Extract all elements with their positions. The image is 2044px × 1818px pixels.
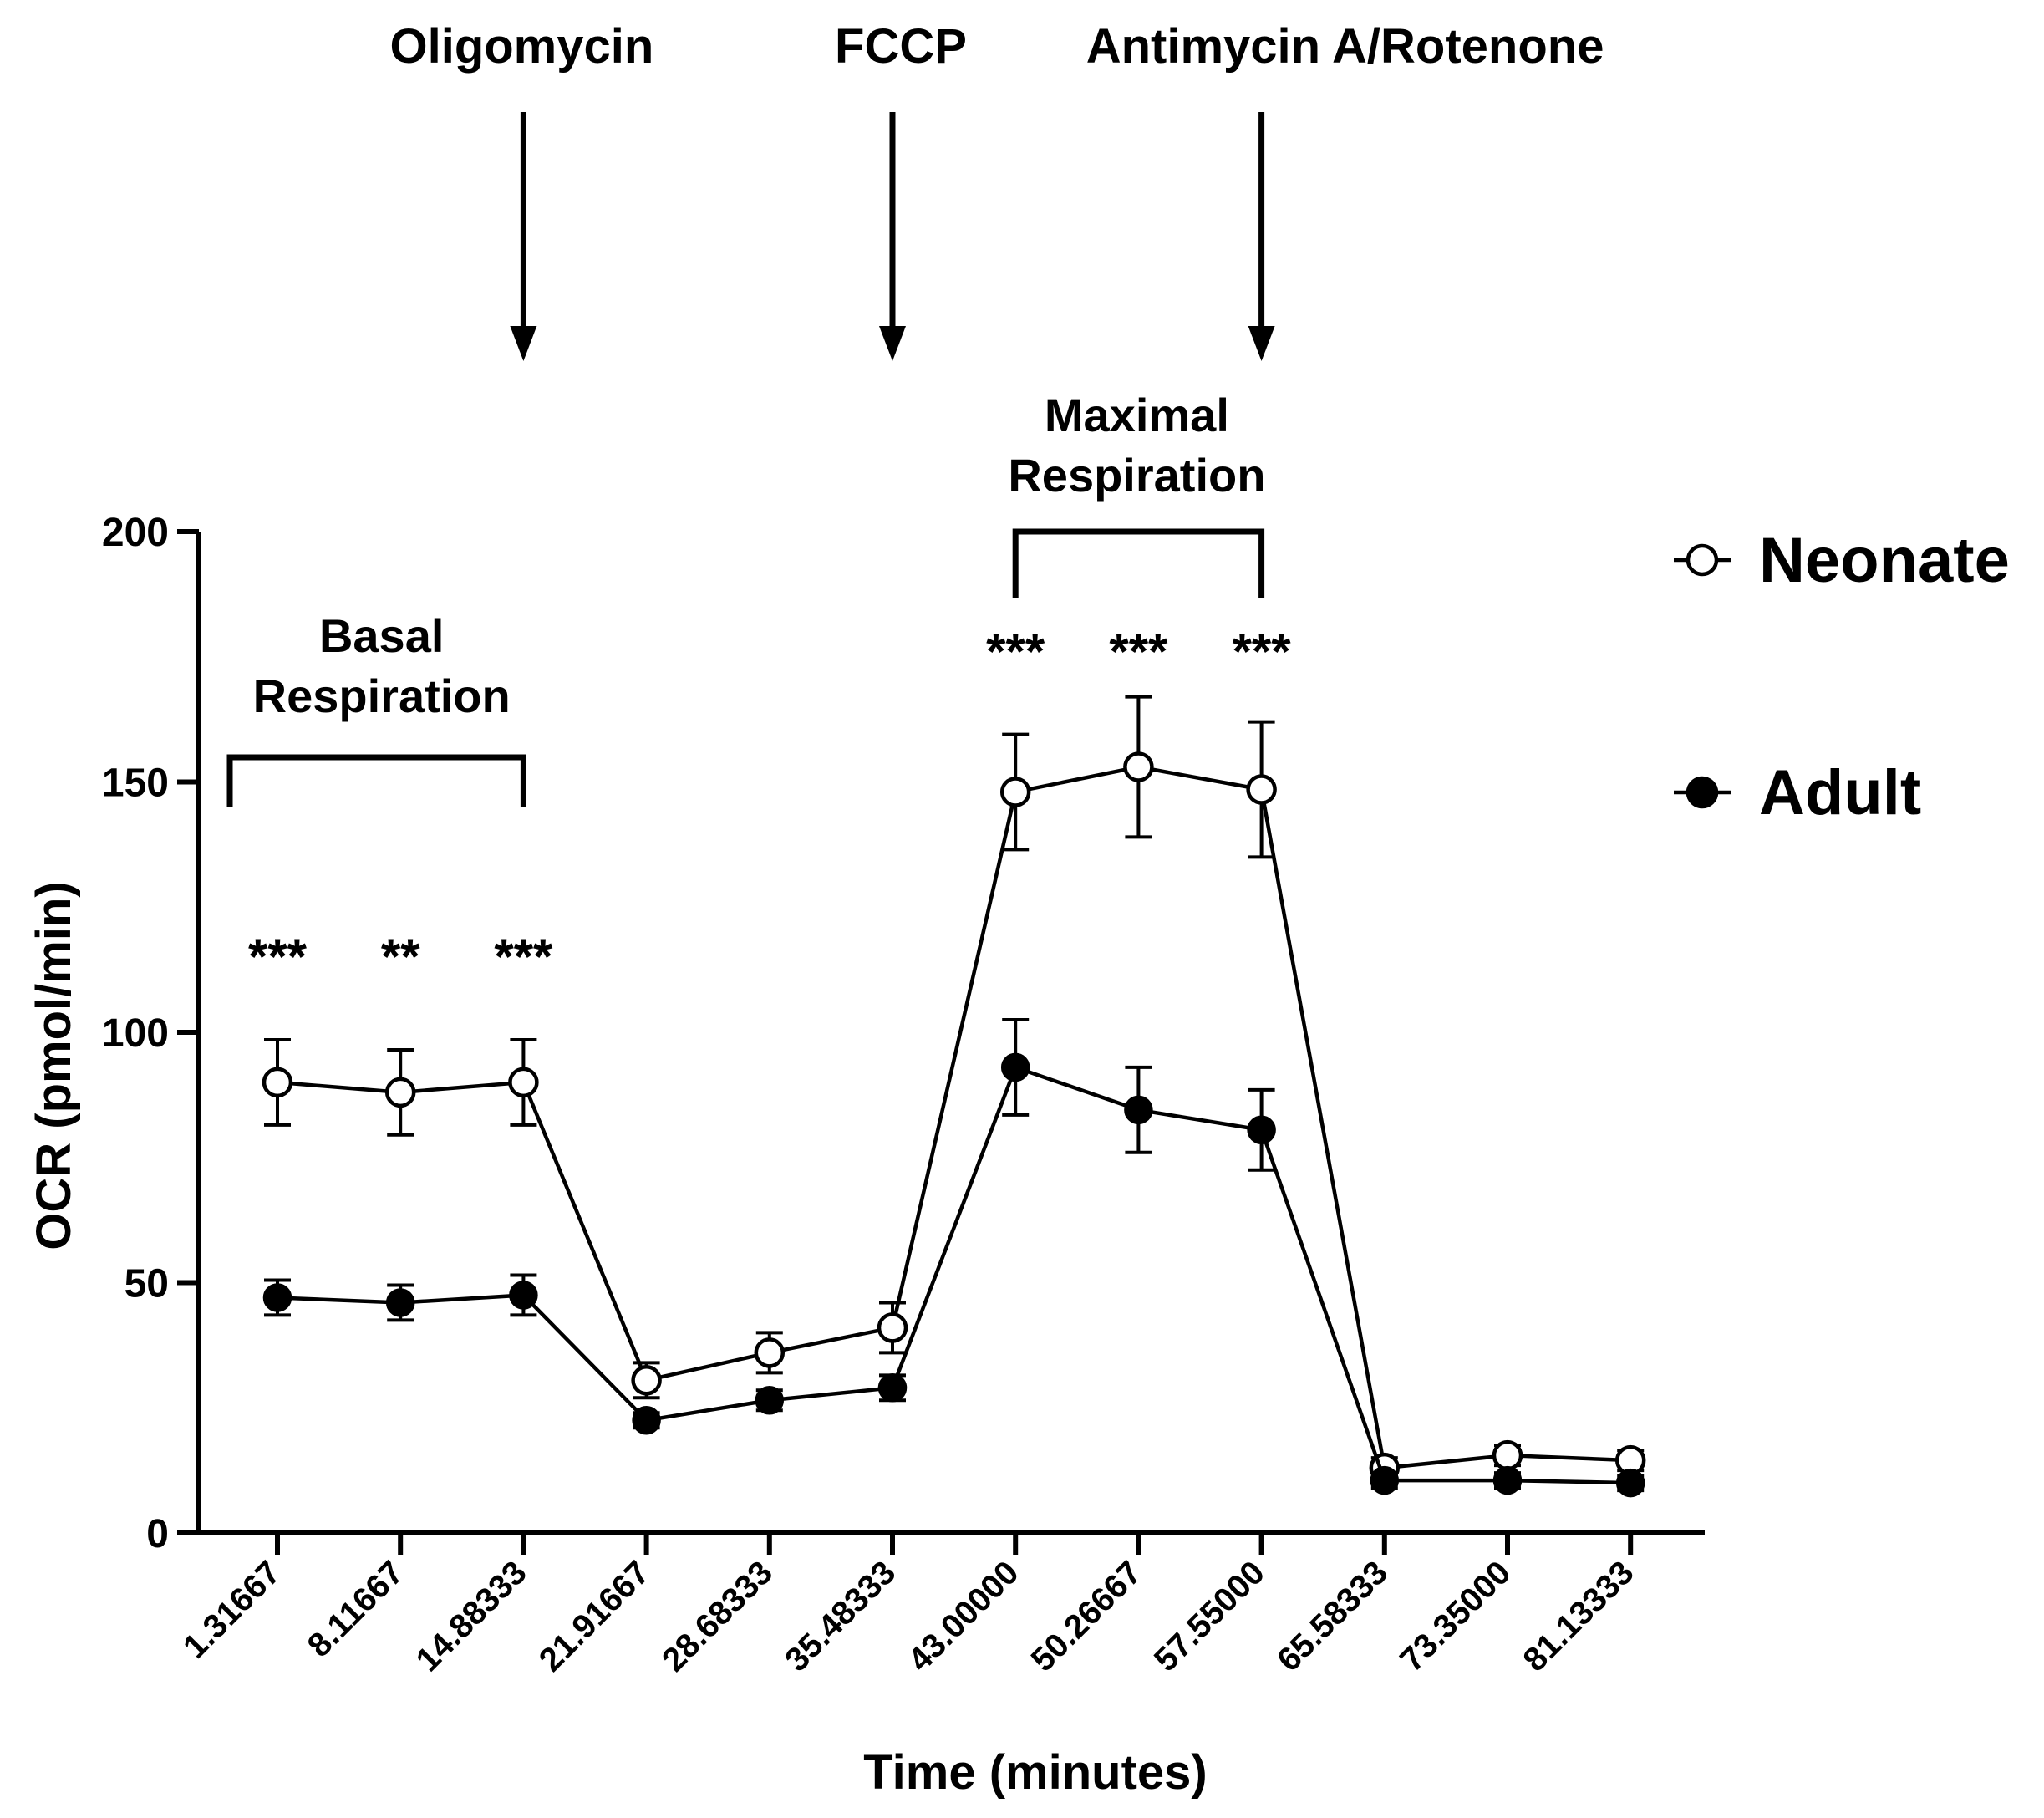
data-point	[1370, 1465, 1400, 1495]
data-point	[1123, 751, 1154, 782]
x-tick-label: 35.48333	[778, 1554, 903, 1678]
x-tick-label: 1.31667	[176, 1554, 287, 1665]
arrow-head	[1248, 326, 1275, 361]
x-tick-label: 73.35000	[1393, 1554, 1518, 1678]
significance-marker: ***	[494, 929, 553, 985]
x-tick-label: 50.26667	[1025, 1554, 1149, 1678]
bracket-label: Basal	[319, 609, 444, 662]
y-tick-label: 0	[146, 1512, 169, 1556]
injection-label: Antimycin A/Rotenone	[1086, 19, 1604, 74]
data-point	[1246, 774, 1277, 805]
x-tick-label: 43.00000	[901, 1554, 1025, 1678]
data-point	[631, 1365, 662, 1396]
x-tick-label: 81.13333	[1516, 1554, 1640, 1678]
data-series	[262, 695, 1646, 1498]
data-point	[877, 1312, 908, 1343]
arrow-head	[510, 326, 537, 361]
significance-marker: ***	[248, 929, 308, 985]
x-tick-label: 57.55000	[1147, 1554, 1272, 1678]
significance-markers: *** ** ****** *** ***	[248, 624, 1291, 985]
legend: Neonate Adult	[1674, 525, 2010, 828]
significance-marker: **	[381, 929, 420, 985]
y-tick-label: 200	[102, 511, 169, 555]
data-point	[1615, 1468, 1645, 1498]
x-tick-label: 14.88333	[409, 1554, 534, 1678]
data-point	[755, 1386, 785, 1415]
bracket	[1012, 528, 1265, 598]
x-tick-label: 8.11667	[301, 1554, 411, 1664]
series-line	[277, 1065, 1631, 1485]
bracket-label: Maximal	[1045, 389, 1229, 441]
legend-entry-adult: Adult	[1674, 757, 1921, 828]
x-tick-label: 28.68333	[655, 1554, 780, 1678]
brackets: Basal Respiration Maximal Respiration	[226, 389, 1265, 807]
legend-label: Adult	[1759, 757, 1921, 828]
series-line	[277, 765, 1631, 1470]
data-point	[1247, 1115, 1276, 1145]
injection-arrows: Oligomycin FCCP Antimycin A/Rotenone	[389, 19, 1604, 361]
y-tick-label: 50	[125, 1262, 169, 1306]
y-tick-label: 150	[102, 761, 169, 806]
data-point	[384, 1077, 416, 1108]
significance-marker: ***	[986, 624, 1045, 680]
series-neonate	[262, 695, 1646, 1484]
injection-label: Oligomycin	[389, 19, 653, 74]
data-point	[509, 1281, 538, 1310]
bracket	[226, 754, 526, 807]
legend-label: Neonate	[1759, 525, 2010, 596]
data-point	[1492, 1439, 1523, 1471]
bracket-label: Respiration	[253, 670, 511, 722]
x-tick-label: 21.91667	[532, 1554, 657, 1678]
y-tick-label: 100	[102, 1011, 169, 1056]
injection-label: FCCP	[835, 19, 967, 74]
series-adult	[262, 1018, 1645, 1498]
data-point	[754, 1337, 786, 1368]
significance-marker: ***	[1233, 624, 1292, 680]
significance-marker: ***	[1109, 624, 1168, 680]
legend-marker	[1686, 543, 1719, 577]
data-point	[1492, 1465, 1523, 1495]
arrow-head	[879, 326, 906, 361]
data-point	[1124, 1095, 1153, 1125]
data-point	[262, 1067, 293, 1098]
bracket-label: Respiration	[1008, 449, 1265, 502]
legend-entry-neonate: Neonate	[1674, 525, 2010, 596]
x-tick-label: 65.58333	[1270, 1554, 1395, 1678]
legend-marker	[1686, 776, 1719, 809]
data-point	[632, 1405, 661, 1435]
data-point	[877, 1373, 908, 1403]
data-point	[385, 1288, 415, 1317]
data-point	[999, 777, 1031, 807]
data-point	[1000, 1052, 1030, 1082]
data-point	[262, 1283, 292, 1312]
x-axis-title: Time (minutes)	[863, 1745, 1207, 1800]
data-point	[508, 1067, 539, 1098]
y-axis-title: OCR (pmol/min)	[27, 881, 81, 1250]
